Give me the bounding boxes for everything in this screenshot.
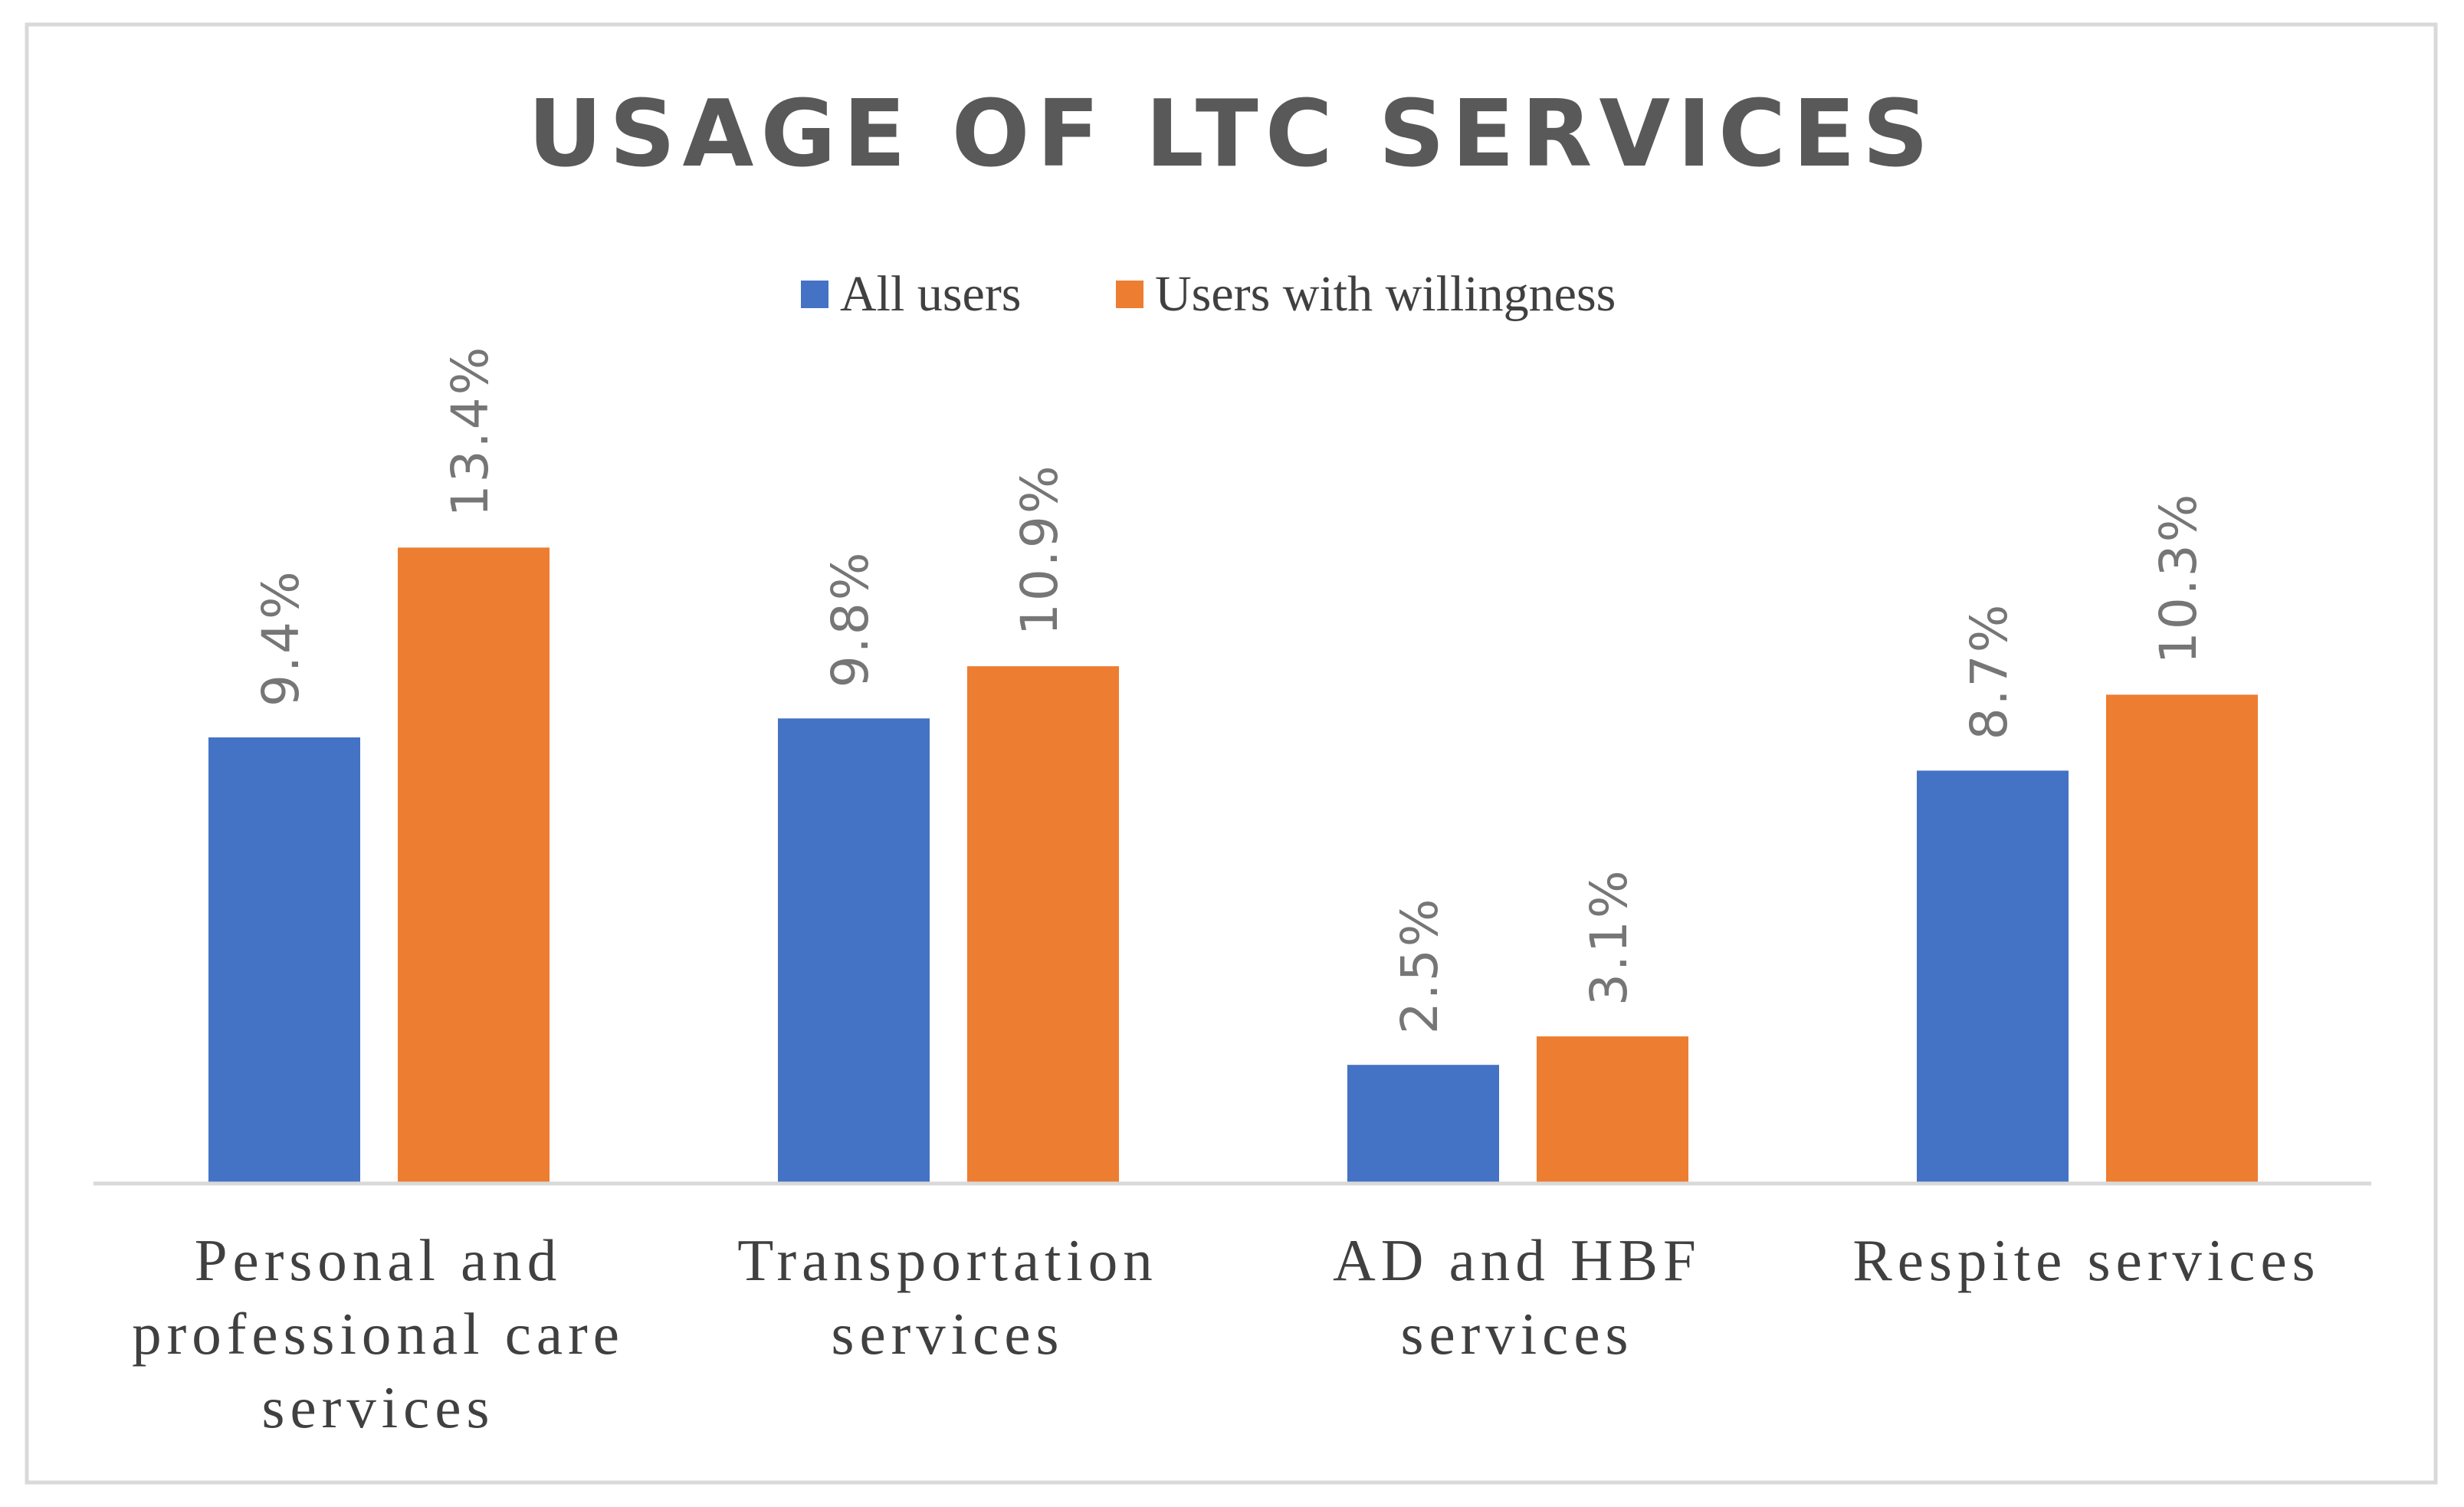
- value-label-all-users-1: 9.8%: [821, 550, 880, 688]
- legend-swatch-all-users: [801, 281, 828, 308]
- bar-users-with-willingness-2: [1537, 1036, 1688, 1184]
- category-label-2-line-1: services: [1401, 1301, 1634, 1367]
- plot-area: 9.4% 13.4% Personal and professional care se…: [132, 345, 2320, 1440]
- value-label-all-users-2: 2.5%: [1390, 897, 1449, 1035]
- value-label-users-with-willingness-2: 3.1%: [1580, 868, 1639, 1006]
- bar-users-with-willingness-0: [398, 547, 550, 1184]
- legend-label-users-with-willingness: Users with willingness: [1155, 266, 1616, 322]
- value-label-users-with-willingness-3: 10.3%: [2149, 492, 2208, 665]
- value-label-all-users-0: 9.4%: [251, 569, 310, 707]
- bar-all-users-3: [1917, 770, 2069, 1184]
- value-label-all-users-3: 8.7%: [1960, 602, 2019, 740]
- bar-all-users-1: [778, 718, 930, 1184]
- chart-title: USAGE OF LTC SERVICES: [528, 81, 1936, 188]
- category-label-1-line-1: services: [832, 1301, 1065, 1367]
- bar-all-users-0: [208, 737, 360, 1184]
- legend-label-all-users: All users: [840, 266, 1021, 322]
- legend: All users Users with willingness: [801, 266, 1616, 322]
- category-label-2-line-0: AD and HBF: [1333, 1227, 1701, 1293]
- chart-border: [25, 22, 2438, 1485]
- category-label-0-line-2: services: [262, 1374, 495, 1440]
- legend-swatch-users-with-willingness: [1116, 281, 1143, 308]
- bar-users-with-willingness-3: [2106, 694, 2258, 1184]
- category-label-1-line-0: Transportation: [737, 1227, 1158, 1293]
- category-label-3-line-0: Respite services: [1852, 1227, 2320, 1293]
- category-label-0-line-0: Personal and: [195, 1227, 563, 1293]
- value-label-users-with-willingness-0: 13.4%: [441, 345, 500, 517]
- category-label-0-line-1: professional care: [132, 1301, 625, 1367]
- bar-all-users-2: [1347, 1065, 1499, 1184]
- bar-users-with-willingness-1: [967, 666, 1119, 1184]
- value-label-users-with-willingness-1: 10.9%: [1010, 463, 1069, 635]
